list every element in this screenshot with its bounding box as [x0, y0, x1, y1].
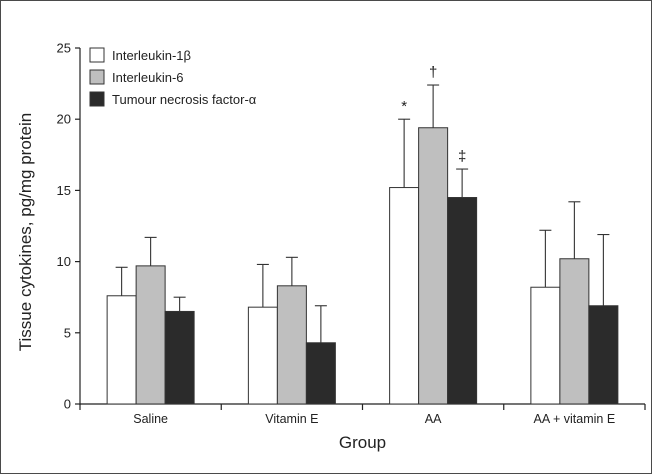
legend-swatch — [89, 91, 105, 107]
legend: Interleukin-1β Interleukin-6 Tumour necros… — [89, 47, 257, 107]
bar — [247, 306, 278, 405]
x-tick-label: Saline — [133, 412, 168, 426]
significance-marker: † — [429, 64, 437, 81]
y-tick-label: 0 — [64, 397, 71, 412]
bar — [106, 295, 137, 405]
bar — [389, 187, 420, 405]
bar — [276, 285, 307, 405]
bar — [588, 305, 619, 405]
y-tick-label: 5 — [64, 325, 71, 340]
x-tick-label: AA + vitamin E — [534, 412, 616, 426]
x-tick-label: AA — [425, 412, 442, 426]
significance-marker: * — [401, 98, 407, 115]
legend-label: Interleukin-6 — [112, 70, 184, 85]
y-tick-label: 15 — [57, 183, 71, 198]
y-tick-label: 25 — [57, 41, 71, 56]
bar — [447, 197, 478, 405]
x-tick-label: Vitamin E — [265, 412, 318, 426]
significance-marker: ‡ — [458, 148, 466, 165]
bar — [418, 127, 449, 405]
bar — [559, 258, 590, 405]
plot-area: 0 5 10 15 20 25 Saline Vitamin E * † ‡ AA AA + vitam… — [57, 41, 646, 426]
legend-swatch — [89, 69, 105, 85]
bar — [164, 310, 195, 405]
y-tick-label: 10 — [57, 254, 71, 269]
y-tick-label: 20 — [57, 112, 71, 127]
bar — [135, 265, 166, 405]
legend-label: Tumour necrosis factor-α — [112, 92, 257, 107]
bar — [305, 342, 336, 405]
legend-swatch — [89, 47, 105, 63]
y-axis-title: Tissue cytokines, pg/mg protein — [16, 113, 35, 351]
legend-label: Interleukin-1β — [112, 48, 191, 63]
bar — [530, 286, 561, 405]
x-axis-title: Group — [339, 433, 386, 452]
